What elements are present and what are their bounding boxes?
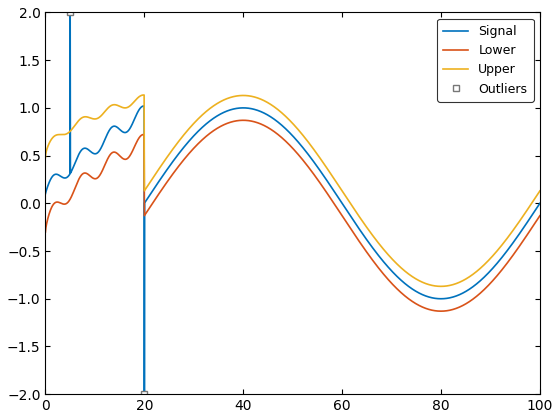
Lower xyxy=(437,309,444,314)
Upper xyxy=(437,284,444,289)
Signal xyxy=(522,222,529,227)
Signal xyxy=(536,201,543,206)
Signal xyxy=(432,296,438,301)
Upper xyxy=(269,103,276,108)
Lower xyxy=(67,196,74,201)
Upper xyxy=(140,92,147,97)
Lower xyxy=(240,118,246,123)
Lower xyxy=(432,308,438,313)
Lower xyxy=(522,234,529,239)
Lower xyxy=(283,139,290,144)
Upper xyxy=(522,210,529,215)
Signal xyxy=(67,10,73,15)
Lower xyxy=(522,234,529,239)
Upper xyxy=(536,189,543,194)
Signal xyxy=(68,170,74,175)
Lower xyxy=(536,213,543,218)
Upper xyxy=(283,114,290,119)
Legend: Signal, Lower, Upper, Outliers: Signal, Lower, Upper, Outliers xyxy=(437,19,534,102)
Signal xyxy=(42,191,49,196)
Lower xyxy=(42,229,49,234)
Upper xyxy=(42,155,49,160)
Line: Lower: Lower xyxy=(45,120,540,311)
Upper xyxy=(432,284,438,289)
Signal xyxy=(522,222,529,227)
Signal xyxy=(270,116,277,121)
Signal xyxy=(141,392,148,397)
Lower xyxy=(269,128,276,133)
Line: Signal: Signal xyxy=(45,13,540,394)
Signal xyxy=(283,127,290,132)
Upper xyxy=(67,128,74,133)
Upper xyxy=(522,209,529,214)
Line: Upper: Upper xyxy=(45,95,540,286)
